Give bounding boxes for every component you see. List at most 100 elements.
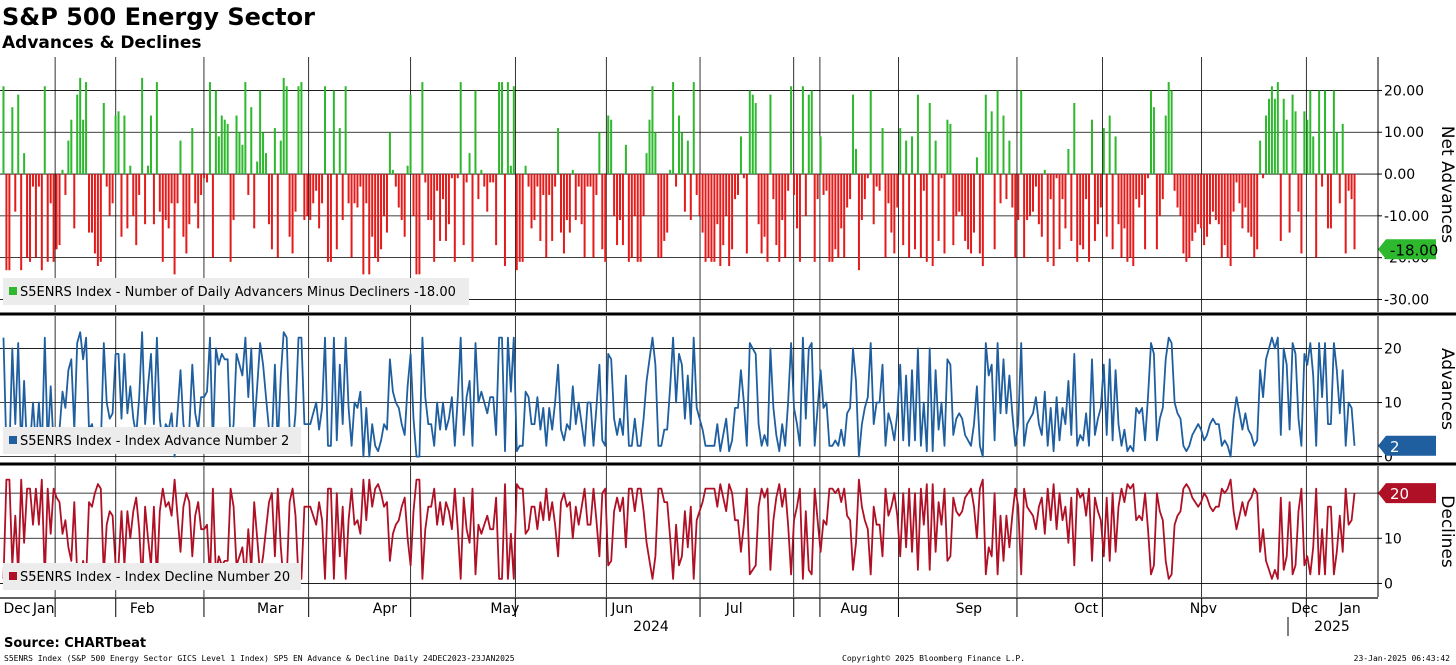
legend-box [3, 278, 469, 305]
net-advance-bar [1149, 90, 1152, 175]
x-tick-label: Apr [373, 601, 397, 617]
net-advance-bar [49, 174, 52, 204]
net-advance-bar [477, 174, 480, 200]
net-advance-bar [648, 119, 651, 175]
net-advance-bar [1200, 174, 1203, 229]
net-advance-bar [306, 174, 309, 216]
net-advance-bar [1241, 174, 1244, 229]
net-advance-bar [285, 86, 288, 175]
net-advance-bar [43, 86, 46, 175]
net-advance-bar [1043, 169, 1046, 175]
net-advance-bar [899, 128, 902, 175]
net-advance-bar [624, 144, 627, 175]
net-advance-bar [601, 174, 604, 250]
y-tick-label: 10 [1384, 396, 1402, 412]
net-advance-bar [5, 174, 8, 271]
y-axis-title: Net Advances [1437, 126, 1456, 243]
net-advance-bar [1309, 90, 1312, 175]
net-advance-bar [530, 174, 533, 229]
net-advance-bar [8, 174, 11, 271]
net-advance-bar [657, 174, 660, 258]
net-advance-bar [374, 174, 377, 258]
net-advance-bar [763, 174, 766, 237]
net-advance-bar [315, 174, 318, 191]
last-value-label: 2 [1390, 438, 1400, 456]
net-advance-bar [642, 174, 645, 216]
net-advance-bar [111, 174, 114, 204]
net-advance-bar [297, 86, 300, 175]
net-advance-bar [548, 174, 551, 195]
net-advance-bar [1329, 174, 1332, 229]
net-advance-bar [217, 136, 220, 175]
net-advance-bar [492, 174, 495, 183]
legend-box [3, 427, 301, 454]
net-advance-bar [940, 174, 943, 179]
y-axis-title: Declines [1437, 495, 1456, 568]
net-advance-bar [722, 174, 725, 246]
net-advance-bar [1353, 174, 1356, 250]
net-advance-bar [843, 174, 846, 258]
net-advance-bar [778, 174, 781, 262]
net-advance-bar [1179, 174, 1182, 216]
net-advance-bar [23, 153, 26, 175]
net-advance-bar [96, 174, 99, 267]
net-advance-bar [1191, 174, 1194, 241]
net-advance-bar [545, 174, 548, 258]
net-advance-bar [1167, 82, 1170, 175]
net-advance-bar [772, 174, 775, 200]
net-advance-bar [267, 174, 270, 225]
net-advance-bar [1312, 136, 1315, 175]
net-advance-bar [1135, 174, 1138, 200]
net-advance-bar [347, 174, 350, 204]
net-advance-bar [695, 174, 698, 195]
net-advance-bar [276, 174, 279, 258]
net-advance-bar [1132, 174, 1135, 267]
net-advance-bar [1303, 111, 1306, 175]
net-advance-bar [577, 174, 580, 187]
x-tick-label: Jan [1338, 601, 1361, 617]
net-advance-bar [925, 174, 928, 262]
net-advance-bar [515, 174, 518, 271]
net-advance-bar [480, 169, 483, 175]
source-label: Source: CHARTbeat [4, 636, 147, 651]
net-advance-bar [616, 174, 619, 246]
net-advance-bar [707, 174, 710, 258]
net-advance-bar [55, 174, 58, 250]
net-advance-bar [822, 174, 825, 195]
net-advance-bar [795, 174, 798, 229]
last-value-label: 20 [1390, 485, 1409, 503]
net-advance-bar [229, 174, 232, 262]
net-advance-bar [952, 174, 955, 246]
net-advance-bar [630, 174, 633, 258]
net-advance-bar [539, 174, 542, 241]
net-advance-bar [787, 174, 790, 191]
net-advance-bar [713, 174, 716, 262]
net-advance-bar [1335, 132, 1338, 175]
legend-box [3, 563, 301, 590]
net-advance-bar [1085, 174, 1088, 200]
net-advance-bar [621, 174, 624, 246]
net-advance-bar [1318, 90, 1321, 175]
net-advance-bar [1247, 174, 1250, 233]
net-advance-bar [719, 174, 722, 267]
net-advance-bar [1344, 174, 1347, 254]
net-advance-bar [412, 174, 415, 216]
net-advance-bar [403, 174, 406, 237]
net-advance-bar [731, 174, 734, 250]
net-advance-bar [188, 174, 191, 225]
net-advance-bar [241, 144, 244, 175]
net-advance-bar [751, 94, 754, 175]
year-label: 2025 [1314, 619, 1350, 635]
net-advance-bar [1061, 174, 1064, 200]
y-tick-label: -10.00 [1384, 209, 1429, 225]
net-advance-bar [132, 174, 135, 216]
net-advance-bar [1211, 174, 1214, 212]
net-advance-bar [182, 174, 185, 237]
net-advance-bar [1090, 119, 1093, 175]
net-advance-bar [651, 86, 654, 175]
net-advance-bar [135, 174, 138, 246]
net-advance-bar [863, 174, 866, 200]
net-advance-bar [20, 174, 23, 271]
legend-text: S5ENRS Index - Number of Daily Advancers… [20, 285, 456, 300]
net-advance-bar [610, 119, 613, 175]
